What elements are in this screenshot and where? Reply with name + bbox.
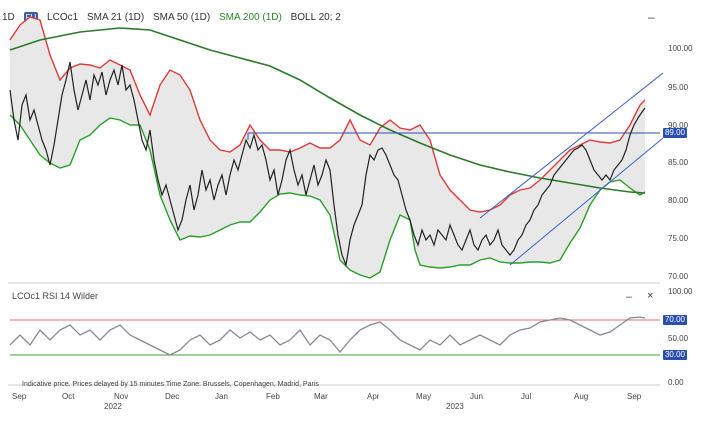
month-tick-aug: Aug <box>574 392 589 401</box>
price-delay-disclaimer: Indicative price. Prices delayed by 15 m… <box>22 381 319 388</box>
level-price-tag: 89.00 <box>663 128 687 138</box>
month-tick-jan: Jan <box>215 392 228 401</box>
price-series <box>9 61 646 268</box>
price-tick-6: 70.00 <box>668 272 689 281</box>
month-tick-sep-2023: Sep <box>627 392 642 401</box>
month-tick-dec: Dec <box>165 392 180 401</box>
rsi-tick-2: 50.00 <box>668 334 689 343</box>
year-tick-2022: 2022 <box>104 402 122 411</box>
bollinger-upper-line <box>9 16 646 213</box>
price-panel-minimize-button[interactable]: – <box>648 10 655 24</box>
rsi-minimize-button[interactable]: – <box>626 291 633 303</box>
month-tick-apr: Apr <box>367 392 380 401</box>
rsi-tick-0: 100.00 <box>668 287 693 296</box>
month-tick-jun: Jun <box>470 392 483 401</box>
rsi-line <box>9 316 646 356</box>
channel-upper-line <box>479 72 664 219</box>
price-tick-1: 95.00 <box>668 83 689 92</box>
month-tick-sep-2022: Sep <box>12 392 27 401</box>
sma200-label[interactable]: SMA 200 (1D) <box>219 12 282 23</box>
period-label[interactable]: 1D <box>2 12 15 23</box>
rsi-70-tag: 70.00 <box>663 315 687 325</box>
month-tick-mar: Mar <box>314 392 328 401</box>
rsi-tick-4: 0.00 <box>668 378 684 387</box>
month-tick-nov: Nov <box>114 392 129 401</box>
price-tick-4: 80.00 <box>668 196 689 205</box>
rsi-close-button[interactable]: × <box>647 290 654 302</box>
sma50-label[interactable]: SMA 50 (1D) <box>152 12 211 23</box>
price-candles <box>9 61 646 268</box>
month-tick-feb: Feb <box>266 392 280 401</box>
month-tick-jul: Jul <box>521 392 532 401</box>
rsi-30-tag: 30.00 <box>663 350 687 360</box>
month-tick-may: May <box>416 392 432 401</box>
price-tick-3: 85.00 <box>668 158 689 167</box>
instrument-label[interactable]: LCOc1 <box>47 12 79 23</box>
price-tick-2: 90.00 <box>668 121 689 130</box>
sma200-line <box>9 27 646 194</box>
year-tick-2023: 2023 <box>446 402 464 411</box>
month-tick-oct: Oct <box>62 392 75 401</box>
boll-label[interactable]: BOLL 20; 2 <box>290 12 341 23</box>
price-tick-5: 75.00 <box>668 234 689 243</box>
bollinger-lower-line <box>9 114 646 279</box>
channel-lower-line <box>509 137 664 266</box>
sma21-label[interactable]: SMA 21 (1D) <box>86 12 145 23</box>
rsi-title[interactable]: LCOc1 RSI 14 Wilder <box>12 291 99 301</box>
price-tick-0: 100.00 <box>668 44 693 53</box>
